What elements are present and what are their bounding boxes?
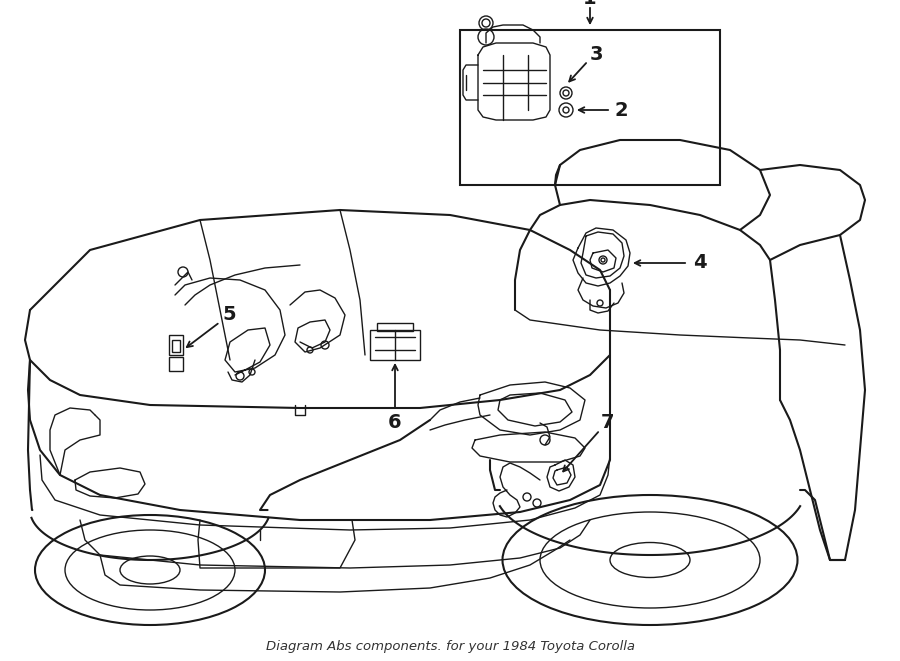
Bar	[370, 330, 420, 360]
Bar	[377, 323, 413, 331]
Text: 7: 7	[600, 414, 614, 432]
Text: 5: 5	[222, 305, 236, 325]
Bar	[460, 30, 720, 185]
Bar	[169, 335, 183, 355]
Text: 2: 2	[614, 100, 628, 120]
Bar	[169, 357, 183, 371]
Text: 1: 1	[583, 0, 597, 7]
Text: Diagram Abs components. for your 1984 Toyota Corolla: Diagram Abs components. for your 1984 To…	[266, 640, 634, 653]
Text: 3: 3	[590, 46, 603, 65]
Text: 4: 4	[693, 254, 706, 272]
Bar	[172, 340, 180, 352]
Text: 6: 6	[388, 414, 401, 432]
